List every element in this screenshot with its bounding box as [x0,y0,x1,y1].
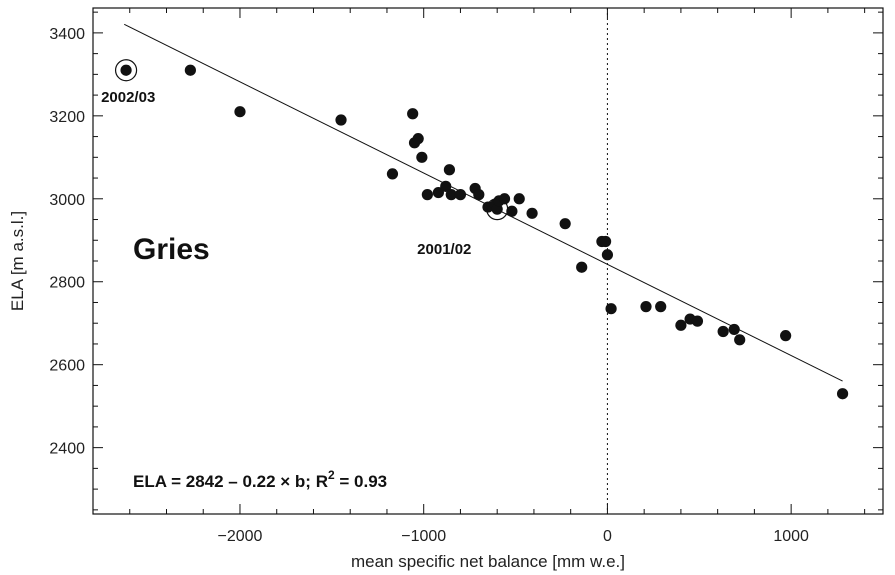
data-point [407,108,419,120]
y-tick-label: 2400 [49,441,85,458]
data-point [526,207,538,219]
glacier-name-label: Gries [133,233,210,266]
data-point [335,114,347,126]
data-point [234,106,246,118]
data-point [836,388,849,400]
data-point [184,64,196,76]
data-point [728,323,740,336]
data-point [440,180,452,192]
highlight-year-label: 2001/02 [417,241,471,258]
data-point [576,261,588,273]
data-point [412,133,424,145]
equation-main-text: ELA = 2842 – 0.22 × b; R [133,472,328,491]
axis-ticks [92,8,883,514]
data-point [454,189,467,201]
regression-equation: ELA = 2842 – 0.22 × b; R2 = 0.93 [133,468,387,491]
y-tick-label: 2800 [49,275,85,292]
data-point [559,218,571,230]
x-tick-label: −1000 [401,528,446,545]
y-tick-label: 3400 [49,26,85,43]
data-point [601,249,614,261]
data-point [432,186,444,199]
data-point [640,301,652,313]
y-tick-labels: 2400 2600 2800 3000 3200 3400 [49,26,85,458]
data-point [717,325,729,338]
data-point [605,303,617,315]
x-tick-label: 0 [603,528,612,545]
data-point [599,235,612,248]
highlight-ring [114,59,138,82]
y-tick-label: 2600 [49,358,85,375]
highlighted-years: 2002/03 2001/02 [101,59,509,258]
regression-line [124,23,843,382]
x-tick-labels: −2000 −1000 0 1000 [218,528,810,545]
y-tick-label: 3200 [49,109,85,126]
data-point [675,319,687,331]
data-point [691,315,704,327]
highlight-year-label: 2002/03 [101,89,155,106]
data-point [655,301,667,313]
data-point [513,193,525,205]
data-point [780,330,792,342]
data-point [421,189,433,201]
data-point [416,151,428,163]
x-tick-label: −2000 [218,528,263,545]
r2-value: = 0.93 [335,472,387,491]
data-point [386,168,399,180]
r2-superscript: 2 [328,468,335,482]
x-tick-label: 1000 [773,528,809,545]
data-point [120,64,132,76]
data-point [498,193,511,205]
highlight-ring [486,198,509,221]
data-point [473,189,485,201]
plot-frame [92,7,884,515]
data-points [120,64,849,400]
data-point [445,189,457,201]
y-tick-label: 3000 [49,192,85,209]
y-axis-label: ELA [m a.s.l.] [8,211,27,311]
data-point [734,334,746,346]
data-point [443,164,456,176]
data-point [506,205,518,217]
x-axis-label: mean specific net balance [mm w.e.] [351,552,625,571]
